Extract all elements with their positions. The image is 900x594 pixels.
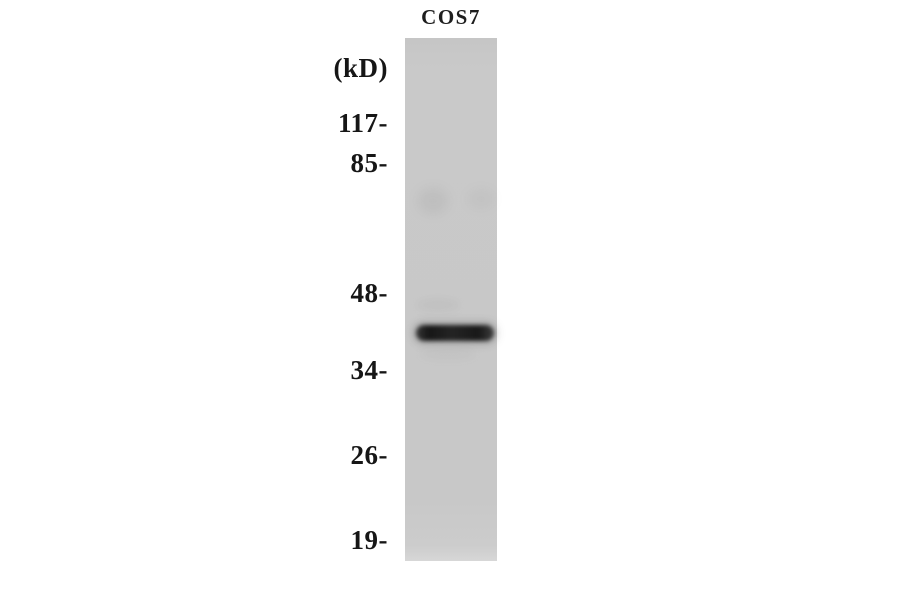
marker-label-34: 34-: [350, 355, 388, 385]
marker-label-26: 26-: [350, 440, 388, 470]
unit-label-kd: (kD): [333, 53, 388, 83]
marker-label-19: 19-: [350, 525, 388, 555]
marker-label-48: 48-: [350, 278, 388, 308]
lane-sample-label: COS7: [421, 5, 481, 29]
protein-band: [416, 325, 494, 341]
marker-label-117: 117-: [337, 108, 388, 138]
marker-label-85: 85-: [350, 148, 388, 178]
blot-lane: [405, 38, 497, 561]
